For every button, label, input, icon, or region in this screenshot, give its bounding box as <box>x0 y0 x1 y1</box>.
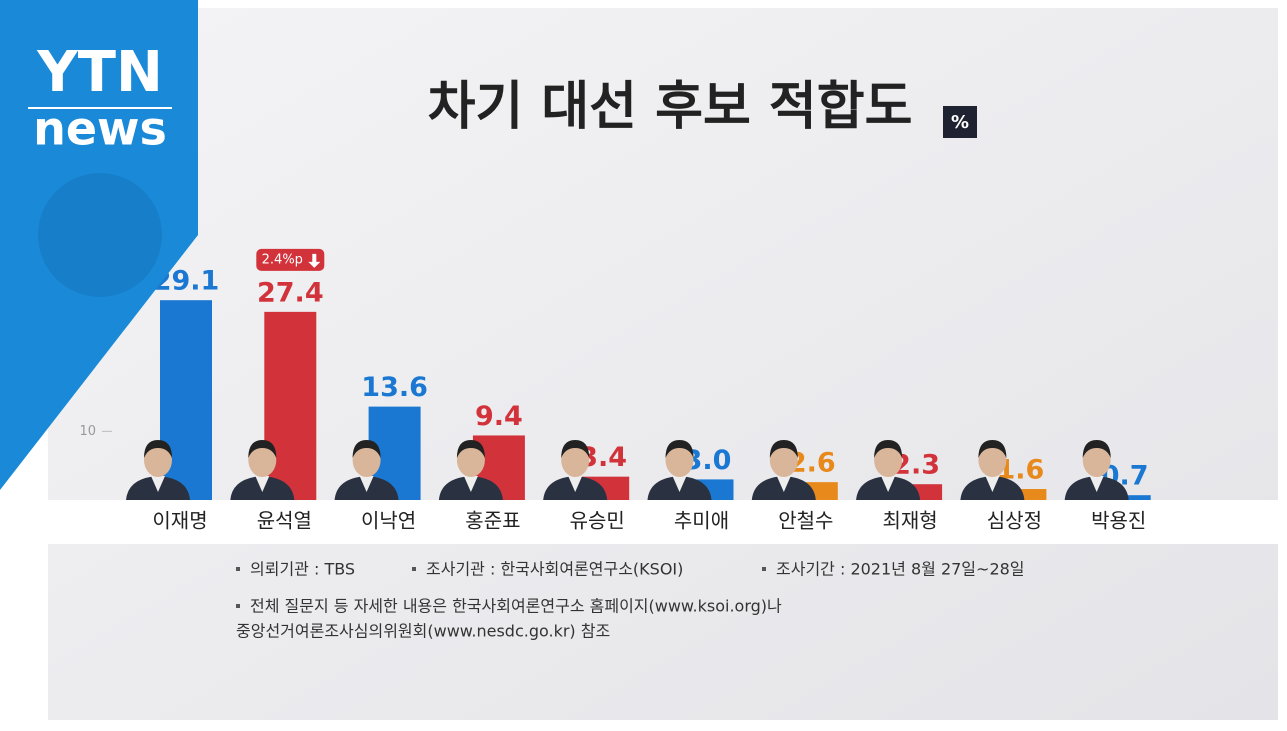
label-strip <box>48 500 1278 544</box>
photo-head <box>978 443 1007 477</box>
unit: % <box>951 112 969 133</box>
y-tick-label: 10 <box>79 424 96 439</box>
photo-hair <box>248 440 277 458</box>
photo-shirt <box>568 476 583 492</box>
photo-hair <box>769 440 798 458</box>
bullet <box>236 604 240 608</box>
note: 의뢰기관 : TBS <box>250 560 355 579</box>
photo-hair <box>352 440 381 458</box>
x-tick-label: 추미애 <box>674 509 729 533</box>
plot: 10이재명29.1윤석열27.42.4%p이낙연13.6홍준표9.4유승민3.4… <box>79 248 1151 533</box>
change-arrow <box>308 253 321 268</box>
photo-shirt <box>881 476 896 492</box>
photo-hair <box>144 440 172 458</box>
bullet <box>762 567 766 571</box>
photo-hair <box>874 440 903 458</box>
photo-shirt <box>1089 476 1104 492</box>
logo-ytn: YTN <box>36 40 163 105</box>
photo-shirt <box>255 476 270 492</box>
photo-head <box>665 443 694 477</box>
photo-hair <box>1082 440 1111 458</box>
x-tick-label: 유승민 <box>570 509 625 533</box>
bullet <box>236 567 240 571</box>
photo-hair <box>561 440 590 458</box>
note: 조사기간 : 2021년 8월 27일~28일 <box>776 560 1025 579</box>
x-tick-label: 심상정 <box>987 509 1042 533</box>
x-tick-label: 최재형 <box>882 509 937 533</box>
value-label: 27.4 <box>257 277 324 308</box>
x-tick-label: 안철수 <box>778 509 833 533</box>
x-tick-label: 이낙연 <box>361 509 416 533</box>
x-tick-label: 윤석열 <box>257 509 312 533</box>
photo-hair <box>978 440 1007 458</box>
photo-head <box>561 443 590 477</box>
x-tick-label: 박용진 <box>1091 509 1146 533</box>
footnote: 중앙선거여론조사심의위원회(www.nesdc.go.kr) 참조 <box>236 622 610 641</box>
photo-hair <box>665 440 694 458</box>
photo-shirt <box>463 476 478 492</box>
photo-shirt <box>359 476 374 492</box>
notes: 의뢰기관 : TBS 조사기관 : 한국사회여론연구소(KSOI) 조사기간 : 2… <box>236 560 1025 641</box>
logo-deco <box>38 173 162 297</box>
photo-head <box>248 443 277 477</box>
photo-head <box>352 443 381 477</box>
photo-shirt <box>672 476 687 492</box>
photo-head <box>769 443 798 477</box>
chart-title: 차기 대선 후보 적합도 <box>428 77 913 137</box>
photo-shirt <box>151 476 165 492</box>
photo-head <box>456 443 485 477</box>
photo-shirt <box>776 476 791 492</box>
logo-news: news <box>33 102 167 156</box>
value-label: 9.4 <box>475 401 523 432</box>
logo: YTN news <box>0 0 198 490</box>
photo-hair <box>456 440 485 458</box>
photo-shirt <box>985 476 1000 492</box>
photo-head <box>144 443 172 477</box>
x-tick-label: 이재명 <box>152 509 207 533</box>
value-label: 13.6 <box>361 372 428 403</box>
x-tick-label: 홍준표 <box>465 509 520 533</box>
change-box <box>256 248 325 271</box>
photo-head <box>874 443 903 477</box>
unit-box <box>943 106 977 138</box>
panel <box>48 8 1278 720</box>
footnote: 전체 질문지 등 자세한 내용은 한국사회여론연구소 홈페이지(www.ksoi… <box>250 597 782 616</box>
note: 조사기관 : 한국사회여론연구소(KSOI) <box>426 560 683 579</box>
bullet <box>412 567 416 571</box>
change-label: 2.4%p <box>262 252 303 267</box>
photo-head <box>1082 443 1111 477</box>
